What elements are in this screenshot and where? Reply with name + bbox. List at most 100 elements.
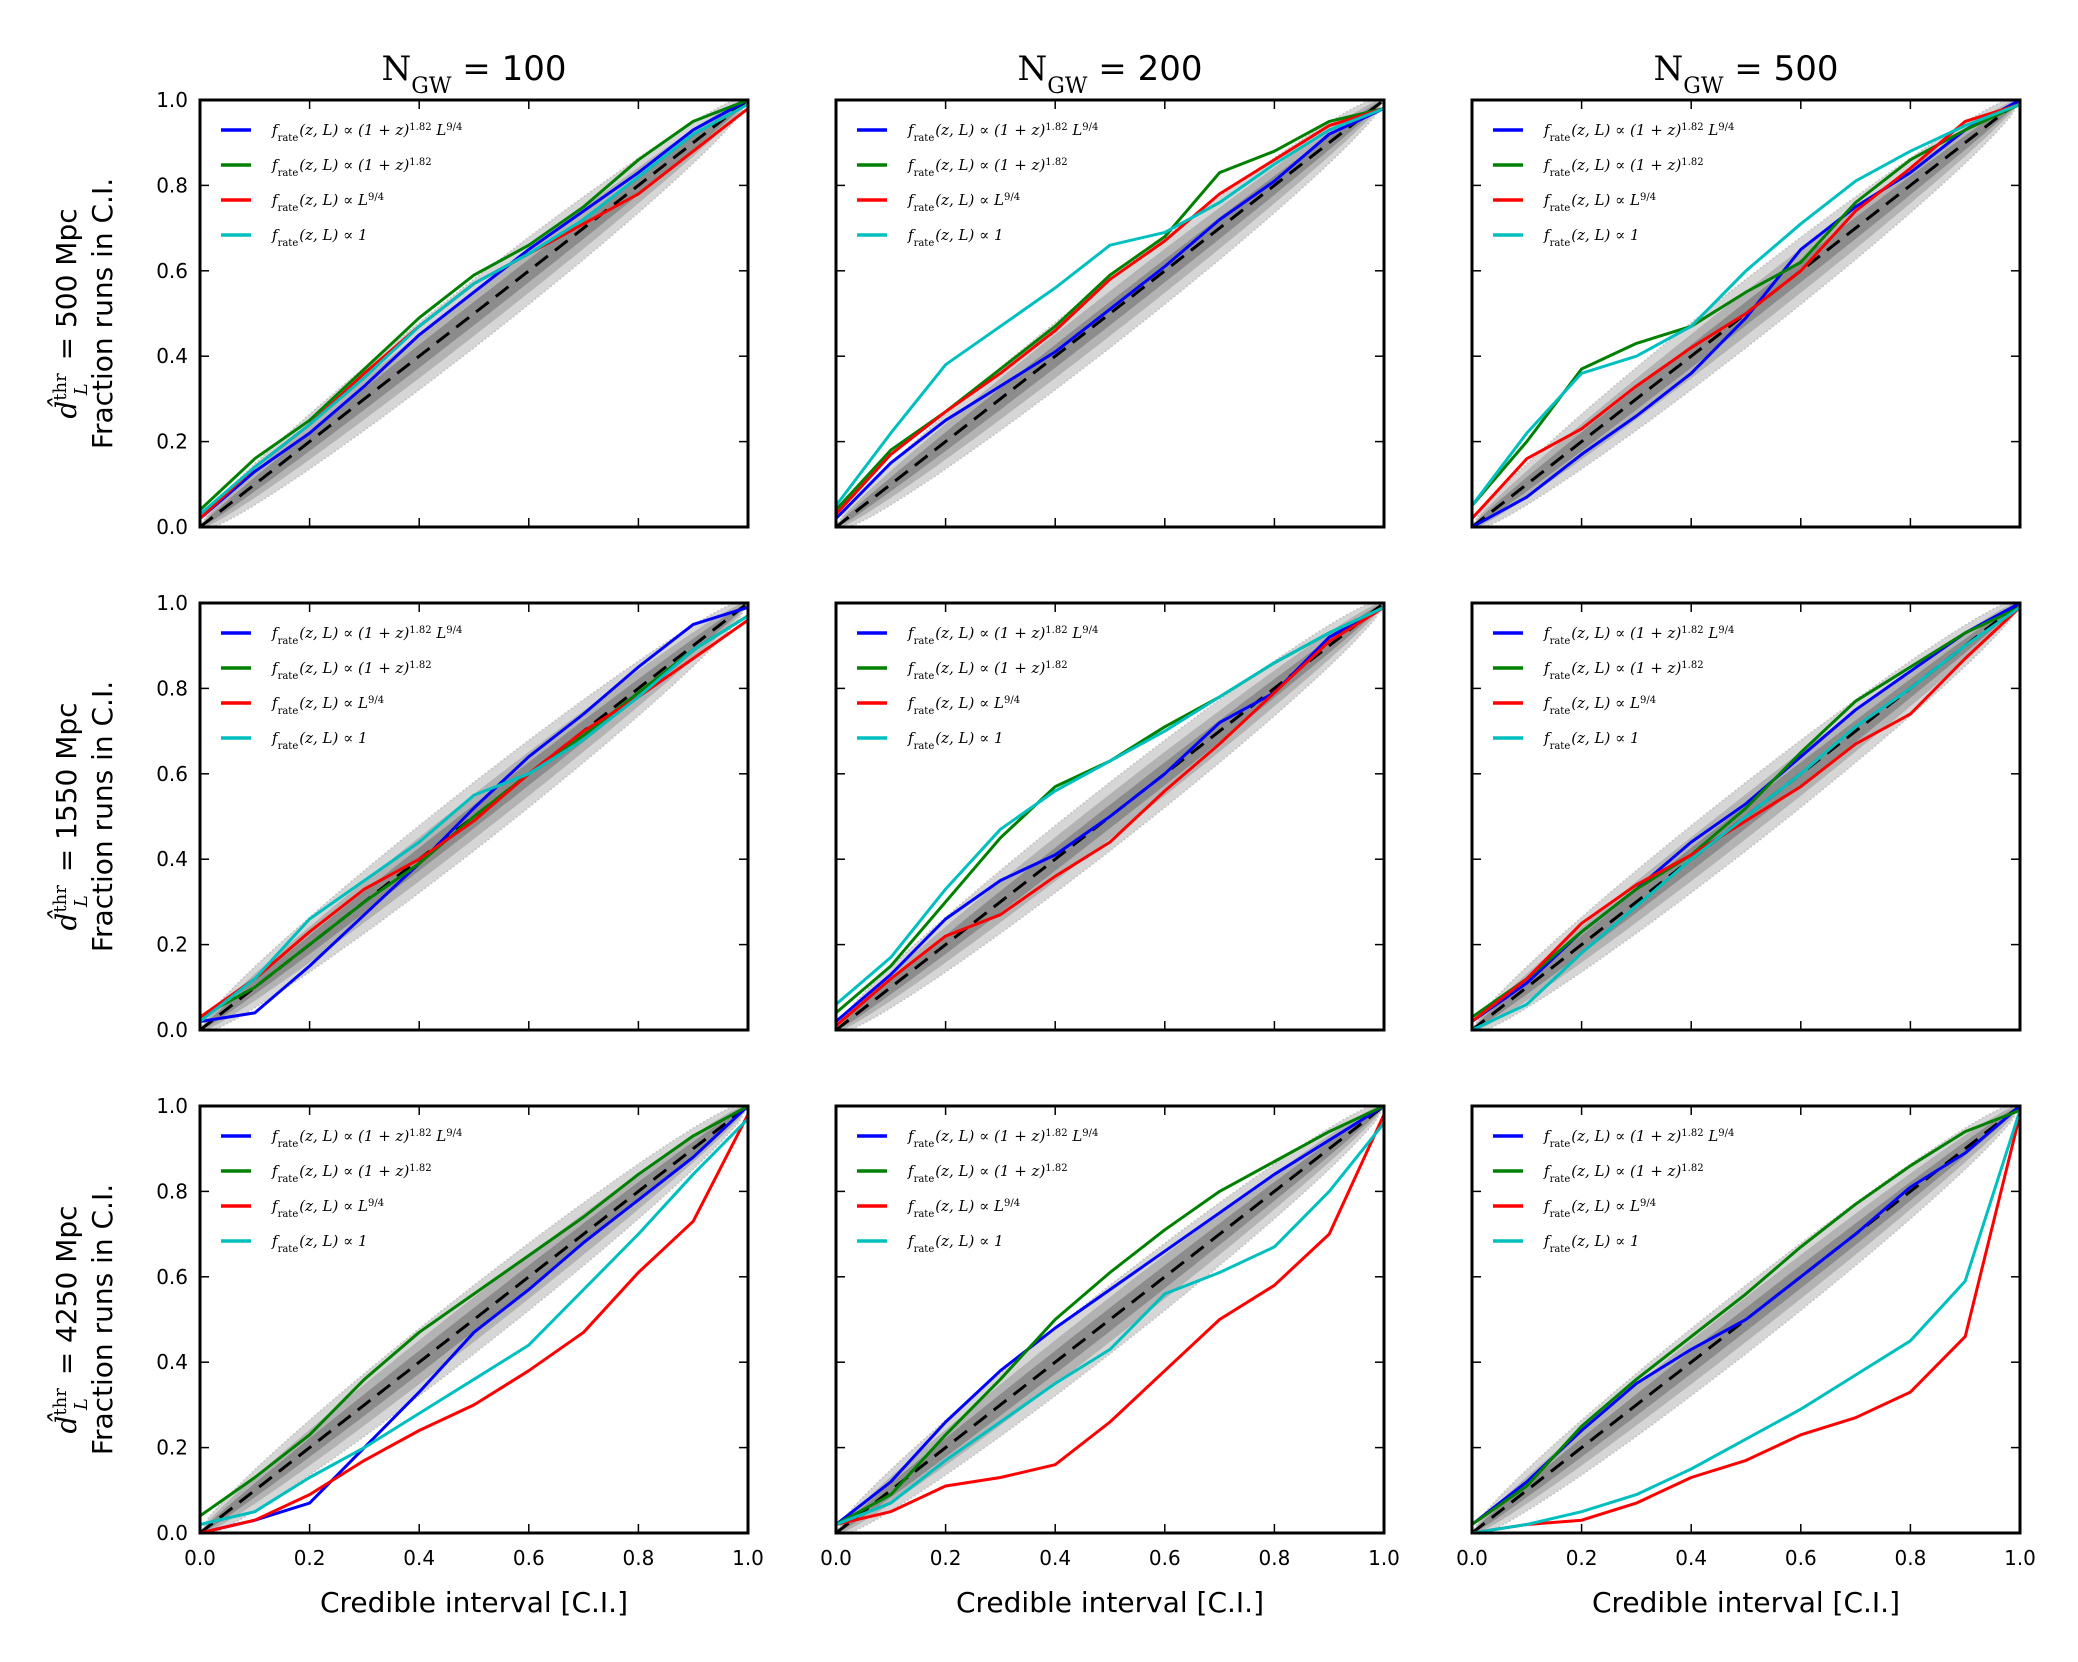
row-label-value: = 500 Mpc: [50, 208, 83, 369]
row-label-1: d̂thrL = 1550 Mpc Fraction runs in C.I.: [48, 681, 119, 952]
legend-f-sub: rate: [1550, 671, 1571, 682]
reference-diagonal: [200, 100, 748, 527]
x-axis-label-2: Credible interval [C.I.]: [1592, 1586, 1900, 1619]
legend-exp1: 1.82: [1045, 122, 1067, 133]
panel-frame: [198, 98, 750, 529]
legend-f-sub: rate: [278, 706, 299, 717]
series-line-2: [200, 618, 748, 1019]
legend-exp1: 1.82: [1045, 625, 1067, 636]
legend-expr: (z, L) ∝ L: [1571, 1197, 1640, 1215]
legend-f-sub: rate: [914, 671, 935, 682]
legend-label-3: frate(z, L) ∝ 1: [907, 226, 1004, 249]
row-label-sub: L: [71, 383, 92, 396]
legend-f-sub: rate: [278, 133, 299, 144]
legend-exp2: 9/4: [446, 122, 462, 133]
legend-f: f: [907, 1127, 916, 1145]
column-title-num: 200: [1138, 49, 1203, 89]
legend-tail: L: [1704, 624, 1719, 642]
column-title-sub: GW: [1683, 74, 1724, 99]
legend-exp2: 9/4: [1718, 122, 1734, 133]
legend-f: f: [907, 121, 916, 139]
panel-r2-c0: 0.00.00.20.20.40.40.60.60.80.81.01.0frat…: [156, 1094, 764, 1570]
legend-f: f: [907, 1162, 916, 1180]
legend-expr: (z, L) ∝ 1: [1571, 729, 1639, 747]
legend-f: f: [1543, 121, 1552, 139]
legend-label-0: frate(z, L) ∝ (1 + z)1.82 L9/4: [907, 121, 1098, 144]
column-title-eq: =: [1087, 49, 1137, 89]
column-title-1: NGW = 200: [1018, 49, 1203, 99]
row-label-sup: thr: [50, 1388, 71, 1416]
row-label-sub: L: [71, 895, 92, 908]
legend-expr: (z, L) ∝ 1: [299, 729, 367, 747]
x-tick-label: 0.8: [1894, 1546, 1926, 1570]
series-line-3: [1472, 1109, 2020, 1533]
legend-f-sub: rate: [914, 1209, 935, 1220]
legend-f: f: [907, 694, 916, 712]
panel-plot-area: [836, 100, 1384, 527]
legend-tail: L: [432, 1127, 447, 1145]
confidence-band-inner: [836, 1106, 1384, 1533]
legend-exp1: 1.82: [1681, 625, 1703, 636]
legend-f: f: [1543, 694, 1552, 712]
x-tick-label: 0.0: [820, 1546, 852, 1570]
legend-f-sub: rate: [1550, 238, 1571, 249]
series-line-3: [836, 107, 1384, 507]
row-label-value: = 1550 Mpc: [50, 702, 83, 881]
legend-expr: (z, L) ∝ (1 + z): [935, 156, 1045, 174]
series-line-2: [836, 107, 1384, 516]
legend-f-sub: rate: [278, 1209, 299, 1220]
legend-expr: (z, L) ∝ (1 + z): [299, 624, 409, 642]
y-tick-label: 1.0: [156, 88, 188, 112]
legend-label-2: frate(z, L) ∝ L9/4: [907, 1197, 1020, 1220]
series-line-3: [1472, 102, 2020, 507]
legend-tail: L: [1704, 121, 1719, 139]
legend-f-sub: rate: [278, 671, 299, 682]
reference-diagonal: [200, 1106, 748, 1533]
column-title-eq: =: [451, 49, 501, 89]
legend-f: f: [907, 191, 916, 209]
series-line-2: [1472, 1114, 2020, 1533]
column-title-sub: GW: [411, 74, 452, 99]
legend-expr: (z, L) ∝ (1 + z): [935, 624, 1045, 642]
panel-frame: [834, 601, 1386, 1032]
legend-exp1: 1.82: [1681, 157, 1703, 168]
series-line-1: [200, 1106, 748, 1518]
series-line-0: [1472, 100, 2020, 527]
legend-label-3: frate(z, L) ∝ 1: [907, 1232, 1004, 1255]
legend-exp1: 1.82: [1681, 122, 1703, 133]
legend-exp1: 1.82: [1045, 660, 1067, 671]
row-label-2: d̂thrL = 4250 Mpc Fraction runs in C.I.: [48, 1184, 119, 1455]
legend-exp1: 1.82: [409, 1163, 431, 1174]
y-tick-label: 0.0: [156, 1018, 188, 1042]
legend-expr: (z, L) ∝ L: [935, 694, 1004, 712]
row-label-threshold: d̂thrL = 500 Mpc: [48, 208, 92, 418]
series-line-0: [836, 107, 1384, 520]
legend-exp1: 1.82: [1045, 1128, 1067, 1139]
y-tick-label: 0.2: [156, 933, 188, 957]
legend-label-1: frate(z, L) ∝ (1 + z)1.82: [1543, 1162, 1704, 1185]
reference-diagonal: [836, 1106, 1384, 1533]
column-title-num: 100: [502, 49, 567, 89]
legend-exp2: 9/4: [446, 1128, 462, 1139]
series-line-3: [1472, 606, 2020, 1030]
row-label-0: d̂thrL = 500 Mpc Fraction runs in C.I.: [48, 178, 119, 449]
legend-label-3: frate(z, L) ∝ 1: [1543, 1232, 1640, 1255]
legend-label-2: frate(z, L) ∝ L9/4: [1543, 1197, 1656, 1220]
legend-f-sub: rate: [278, 636, 299, 647]
legend-f: f: [907, 156, 916, 174]
row-label-sup: thr: [50, 373, 71, 401]
legend-exp1: 1.82: [409, 625, 431, 636]
panel-frame: [834, 98, 1386, 529]
legend-exp2: 9/4: [1718, 1128, 1734, 1139]
row-label-ylabel: Fraction runs in C.I.: [86, 1184, 119, 1455]
y-tick-label: 0.6: [156, 259, 188, 283]
legend-label-1: frate(z, L) ∝ (1 + z)1.82: [1543, 156, 1704, 179]
confidence-band-inner: [200, 1106, 748, 1533]
legend-f-sub: rate: [1550, 1244, 1571, 1255]
legend-f-sub: rate: [1550, 203, 1571, 214]
legend-f: f: [271, 1162, 280, 1180]
